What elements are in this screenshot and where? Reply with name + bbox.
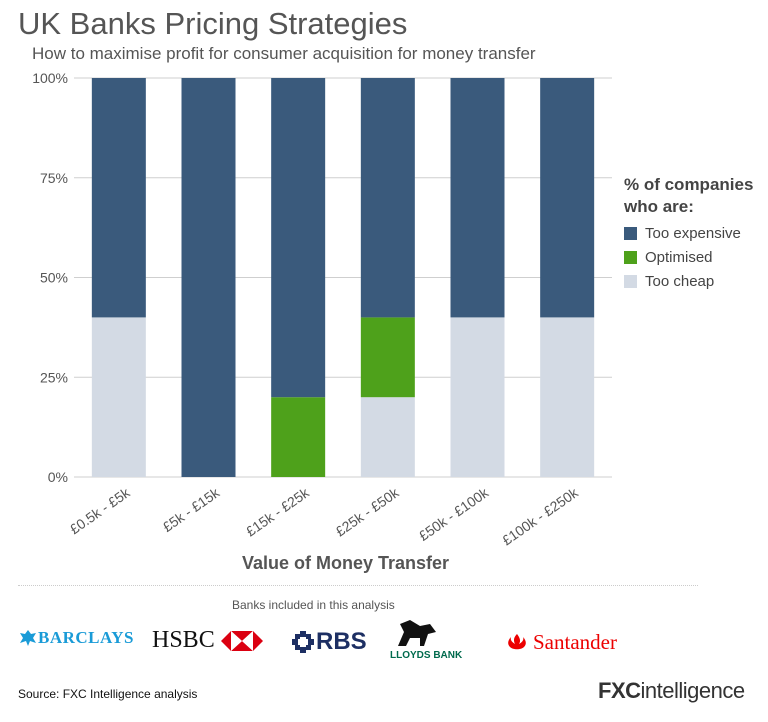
legend-swatch-too-expensive [624,227,637,240]
x-tick-label: £0.5k - £5k [67,484,134,537]
barclays-logo: BARCLAYS [18,628,134,648]
legend-swatch-too-cheap [624,275,637,288]
x-tick-label: £100k - £250k [499,484,582,549]
bar-too-cheap [450,317,505,477]
x-tick-label: £5k - £15k [159,484,223,535]
rbs-daisy-icon [292,631,314,653]
lloyds-logo-text: LLOYDS BANK [390,650,463,661]
lloyds-logo: LLOYDS BANK [390,618,462,661]
bar-too-cheap [91,317,146,477]
bar-too-expensive [181,78,236,477]
x-tick-label: £25k - £50k [332,484,402,540]
bar-too-cheap [360,397,415,477]
legend-swatch-optimised [624,251,637,264]
y-tick-label: 75% [40,170,68,186]
bar-too-expensive [360,78,415,318]
rbs-logo-text: RBS [316,628,367,655]
lloyds-horse-icon [398,620,436,646]
hsbc-logo: HSBC [152,627,263,654]
legend-label: Too expensive [645,225,741,242]
santander-flame-icon [508,633,526,649]
legend-label: Too cheap [645,273,715,290]
brand-logo: FXCintelligence [598,678,745,704]
hsbc-hexagon-icon [220,630,263,651]
legend-title-line1: % of companies [624,175,754,194]
chart-subtitle: How to maximise profit for consumer acqu… [32,44,536,63]
bar-too-expensive [540,78,595,318]
legend-title-line2: who are: [624,197,694,216]
stacked-bar-chart: 0% 25% 50% 75% 100% £0.5k - £5k £5k - £15k £15k… [32,70,612,549]
legend-item-too-expensive: Too expensive [624,225,753,242]
brand-rest: intelligence [640,678,746,703]
santander-logo: Santander [506,630,617,655]
y-tick-label: 100% [32,70,68,86]
brand-bold: FXC [598,678,641,703]
x-tick-label: £15k - £25k [243,484,313,540]
chart-title: UK Banks Pricing Strategies [18,6,408,41]
rbs-logo: RBS [292,628,367,656]
y-tick-label: 0% [48,469,68,485]
barclays-logo-text: BARCLAYS [38,628,134,647]
santander-logo-text: Santander [533,630,617,654]
source-note: Source: FXC Intelligence analysis [18,687,198,701]
bar-too-expensive [450,78,505,318]
legend-item-optimised: Optimised [624,249,753,266]
x-tick-label: £50k - £100k [416,484,492,544]
y-tick-label: 50% [40,270,68,286]
legend-label: Optimised [645,249,713,266]
barclays-eagle-icon [20,630,36,646]
bar-optimised [271,397,326,477]
legend: % of companies who are: Too expensive Op… [624,174,753,290]
x-axis-title: Value of Money Transfer [242,553,450,573]
divider [18,585,698,586]
banks-caption: Banks included in this analysis [232,598,395,612]
bar-optimised [360,317,415,398]
bar-too-expensive [91,78,146,318]
y-tick-label: 25% [40,369,68,385]
bar-too-cheap [540,317,595,477]
bar-too-expensive [271,78,326,398]
legend-item-too-cheap: Too cheap [624,273,753,290]
hsbc-logo-text: HSBC [152,627,215,653]
